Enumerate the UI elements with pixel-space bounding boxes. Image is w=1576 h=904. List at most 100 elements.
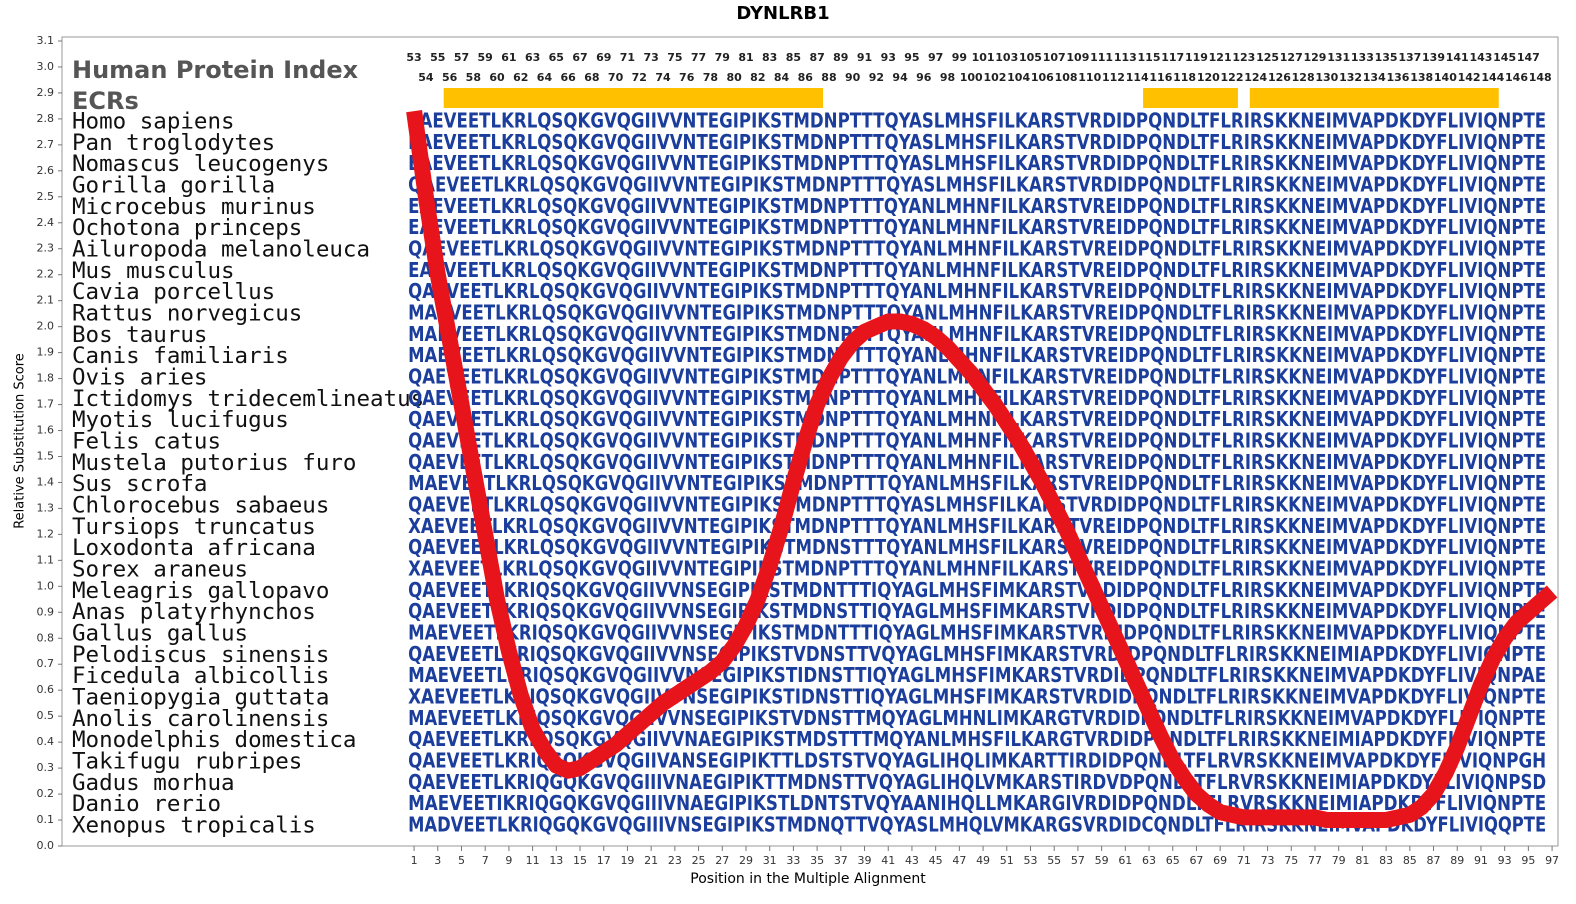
x-tick-label: 65	[1166, 854, 1180, 867]
x-tick-label: 27	[715, 854, 729, 867]
species-name: Danio rerio	[72, 791, 221, 817]
protein-index: 85	[786, 51, 801, 64]
protein-index: 100	[960, 71, 983, 84]
protein-index: 64	[537, 71, 553, 84]
protein-index: 142	[1458, 71, 1481, 84]
species-name: Canis familiaris	[72, 343, 289, 369]
protein-index: 107	[1043, 51, 1066, 64]
protein-index: 75	[667, 51, 682, 64]
protein-index: 144	[1481, 71, 1504, 84]
y-tick-label: 2.8	[37, 112, 55, 125]
sequence: MAEVEETLKRLQSQKGVQGIIVVNTEGIPIKSTMDNPTTT…	[408, 322, 1546, 346]
protein-index: 57	[454, 51, 469, 64]
x-tick-label: 97	[1545, 854, 1559, 867]
x-tick-label: 53	[1023, 854, 1037, 867]
protein-index: 82	[750, 71, 765, 84]
x-tick-label: 81	[1355, 854, 1369, 867]
sequence: QAEVEETLKRLQSQKGVQGIIVVNTEGIPIKSTMDNPTTT…	[408, 279, 1546, 303]
protein-index: 123	[1232, 51, 1255, 64]
sequence: QAEVEETLKRIQGQKGVQGIIIVNAEGIPIKTTMDNSTTV…	[408, 770, 1546, 794]
y-tick-label: 2.6	[37, 164, 55, 177]
y-tick-label: 0.9	[37, 605, 55, 618]
protein-index: 141	[1446, 51, 1469, 64]
protein-index: 146	[1505, 71, 1528, 84]
x-tick-label: 17	[597, 854, 611, 867]
species-name: Taeniopygia guttata	[72, 685, 329, 711]
protein-index: 105	[1019, 51, 1042, 64]
sequence: MAEVEETLKRIQSQKGVQGIIVVNSEGIPIKSTVDNSTTM…	[408, 706, 1546, 730]
protein-index: 113	[1114, 51, 1137, 64]
species-name: Homo sapiens	[72, 109, 235, 135]
protein-index: 108	[1055, 71, 1078, 84]
protein-index: 91	[857, 51, 872, 64]
x-tick-label: 51	[1000, 854, 1014, 867]
x-tick-label: 7	[482, 854, 489, 867]
y-tick-label: 1.2	[37, 527, 55, 540]
protein-index: 132	[1339, 71, 1362, 84]
protein-index: 147	[1517, 51, 1540, 64]
protein-index-label: Human Protein Index	[72, 56, 359, 84]
y-tick-label: 1.0	[37, 579, 55, 592]
protein-index: 93	[881, 51, 896, 64]
substitution-line	[406, 110, 1558, 828]
protein-index: 79	[715, 51, 730, 64]
protein-index: 60	[489, 71, 505, 84]
protein-index: 83	[762, 51, 777, 64]
protein-index: 81	[738, 51, 753, 64]
protein-index: 109	[1066, 51, 1089, 64]
protein-index: 112	[1102, 71, 1125, 84]
species-name: Monodelphis domestica	[72, 727, 356, 753]
ecr-bar	[1249, 88, 1499, 108]
y-tick-label: 1.7	[37, 398, 55, 411]
protein-index: 143	[1469, 51, 1492, 64]
protein-index: 125	[1256, 51, 1279, 64]
sequence: QAEVEETLKRIQSQKGVQGIIVVNSEGIPIKSTMDNTTTI…	[408, 578, 1546, 602]
y-tick-label: 3.1	[37, 34, 55, 47]
x-tick-label: 1	[411, 854, 418, 867]
x-tick-label: 79	[1332, 854, 1346, 867]
protein-index: 104	[1007, 71, 1030, 84]
y-tick-label: 0.7	[37, 657, 55, 670]
protein-index: 136	[1386, 71, 1409, 84]
x-tick-label: 85	[1403, 854, 1417, 867]
x-tick-label: 87	[1427, 854, 1441, 867]
species-name: Pelodiscus sinensis	[72, 642, 329, 668]
protein-index: 54	[418, 71, 434, 84]
protein-index: 134	[1363, 71, 1386, 84]
x-tick-label: 13	[549, 854, 563, 867]
sequence: XAEVEETLKRIQSQKGVQGIIVVNSEGIPIKSTIDNSTTI…	[408, 685, 1546, 709]
protein-index: 62	[513, 71, 528, 84]
sequence: MAEVEETLKRIQSQKGVQGIIVVNSEGIPIKSTIDNSTTI…	[408, 663, 1546, 687]
species-name: Loxodonta africana	[72, 535, 316, 561]
x-tick-label: 41	[881, 854, 895, 867]
protein-index: 111	[1090, 51, 1113, 64]
x-tick-label: 69	[1213, 854, 1227, 867]
y-tick-label: 0.2	[37, 787, 55, 800]
species-name: Mus musculus	[72, 258, 235, 284]
x-tick-label: 63	[1142, 854, 1156, 867]
protein-index: 121	[1209, 51, 1232, 64]
species-name: Anas platyrhynchos	[72, 599, 316, 625]
y-tick-label: 2.9	[37, 86, 55, 99]
x-tick-label: 23	[668, 854, 682, 867]
protein-index: 61	[501, 51, 516, 64]
protein-index: 133	[1351, 51, 1374, 64]
species-name: Ictidomys tridecemlineatus	[72, 386, 424, 412]
protein-index: 76	[679, 71, 695, 84]
sequence: QAEVEETLKRLQSQKGVQGIIVVNTEGIPIKSTMDNPTTT…	[408, 450, 1546, 474]
protein-index: 124	[1244, 71, 1267, 84]
sequence: QAEVEETLKRLQSQKGVQGIIVVNTEGIPIKSTMDNPTTT…	[408, 173, 1546, 197]
species-name: Rattus norvegicus	[72, 301, 302, 327]
protein-index: 110	[1078, 71, 1101, 84]
protein-index: 88	[821, 71, 836, 84]
species-name: Meleagris gallopavo	[72, 578, 329, 604]
protein-index: 137	[1398, 51, 1421, 64]
x-tick-label: 45	[929, 854, 943, 867]
protein-index: 140	[1434, 71, 1457, 84]
species-name: Ailuropoda melanoleuca	[72, 237, 370, 263]
protein-index: 117	[1161, 51, 1184, 64]
protein-index: 73	[643, 51, 658, 64]
x-tick-label: 35	[810, 854, 824, 867]
